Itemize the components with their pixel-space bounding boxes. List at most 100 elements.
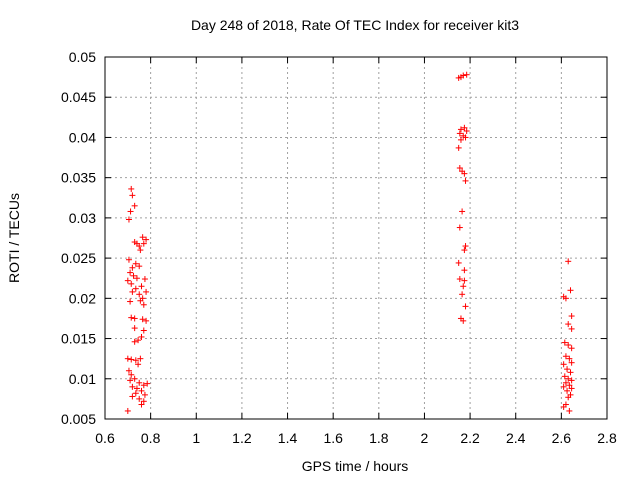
data-point <box>568 313 575 320</box>
data-point <box>138 333 145 340</box>
x-tick-label: 1.4 <box>278 430 298 446</box>
data-point <box>462 303 469 310</box>
data-point <box>140 382 147 389</box>
data-point <box>565 394 572 401</box>
data-point <box>568 345 575 352</box>
data-point <box>463 71 470 78</box>
axis-ticks <box>104 56 608 420</box>
data-point <box>127 377 134 384</box>
y-tick-label: 0.05 <box>69 49 96 65</box>
data-point <box>565 321 572 328</box>
data-point <box>133 385 140 392</box>
data-point <box>456 224 463 231</box>
data-point <box>561 373 568 380</box>
data-point <box>568 325 575 332</box>
data-point <box>131 315 138 322</box>
data-point <box>133 275 140 282</box>
x-tick-label: 1 <box>192 430 200 446</box>
y-tick-label: 0.02 <box>69 290 96 306</box>
data-point <box>140 240 147 247</box>
data-point <box>567 369 574 376</box>
data-point <box>131 202 138 209</box>
y-tick-label: 0.03 <box>69 210 96 226</box>
x-tick-label: 2.8 <box>597 430 617 446</box>
data-point <box>566 355 573 362</box>
data-point <box>127 269 134 276</box>
data-point <box>129 264 136 271</box>
data-point <box>128 371 135 378</box>
data-point <box>566 407 573 414</box>
data-point <box>568 377 575 384</box>
data-point <box>139 234 146 241</box>
data-point <box>132 285 139 292</box>
data-point <box>144 380 151 387</box>
data-point <box>455 259 462 266</box>
y-tick-label: 0.04 <box>69 129 96 145</box>
data-point <box>456 165 463 172</box>
data-point <box>129 383 136 390</box>
data-point <box>462 243 469 250</box>
data-point <box>138 283 145 290</box>
data-point <box>128 280 135 287</box>
data-point <box>132 260 139 267</box>
grid <box>105 57 607 419</box>
x-tick-label: 0.6 <box>95 430 115 446</box>
data-point <box>124 355 131 362</box>
data-point <box>568 359 575 366</box>
data-point <box>143 317 150 324</box>
x-tick-label: 2 <box>421 430 429 446</box>
data-point <box>459 208 466 215</box>
data-point <box>562 295 569 302</box>
data-point <box>459 291 466 298</box>
data-point <box>560 361 567 368</box>
data-point <box>125 216 132 223</box>
y-tick-label: 0.01 <box>69 371 96 387</box>
data-point <box>141 276 148 283</box>
y-tick-label: 0.045 <box>61 89 96 105</box>
data-point <box>135 337 142 344</box>
chart-title: Day 248 of 2018, Rate Of TEC Index for r… <box>191 17 519 33</box>
data-point <box>567 287 574 294</box>
y-tick-label: 0.035 <box>61 170 96 186</box>
data-point <box>136 379 143 386</box>
data-point <box>564 366 571 373</box>
data-point <box>136 291 143 298</box>
data-point <box>462 134 469 141</box>
data-point <box>131 338 138 345</box>
data-point <box>143 236 150 243</box>
data-point <box>566 382 573 389</box>
data-point <box>140 301 147 308</box>
data-point <box>568 385 575 392</box>
data-point <box>565 375 572 382</box>
x-tick-label: 1.6 <box>323 430 343 446</box>
data-point <box>131 375 138 382</box>
data-point <box>140 398 147 405</box>
data-point <box>141 391 148 398</box>
plot-frame <box>104 56 608 420</box>
data-point <box>565 341 572 348</box>
y-tick-label: 0.005 <box>61 411 96 427</box>
data-point <box>457 126 464 133</box>
data-point <box>457 136 464 143</box>
data-point <box>124 277 131 284</box>
x-tick-label: 2.6 <box>552 430 572 446</box>
data-point <box>127 208 134 215</box>
data-point <box>461 124 468 131</box>
data-point <box>130 272 137 279</box>
data-point <box>132 390 139 397</box>
data-point <box>562 353 569 360</box>
data-point <box>455 144 462 151</box>
data-point <box>127 298 134 305</box>
x-tick-label: 1.8 <box>369 430 389 446</box>
data-point <box>135 361 142 368</box>
data-point <box>461 267 468 274</box>
data-point <box>129 192 136 199</box>
data-point <box>136 395 143 402</box>
x-tick-labels: 0.6 0.8 1 1.2 1.4 1.6 1.8 2 2.2 2.4 2.6 2.8 <box>95 430 617 446</box>
data-point <box>461 170 468 177</box>
data-point <box>138 401 145 408</box>
data-point <box>125 367 132 374</box>
data-point <box>138 387 145 394</box>
